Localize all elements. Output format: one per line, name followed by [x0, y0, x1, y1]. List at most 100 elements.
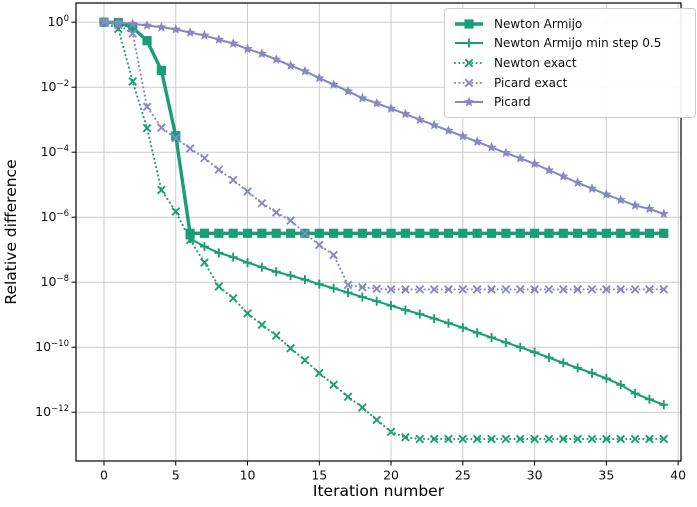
- marker-square: [372, 228, 382, 238]
- marker-x: [544, 434, 554, 444]
- marker-x: [372, 415, 382, 425]
- marker-plus: [616, 380, 626, 390]
- marker-x: [214, 282, 224, 291]
- marker-x: [171, 133, 181, 143]
- marker-x: [200, 258, 209, 268]
- marker-x: [386, 285, 396, 294]
- marker-x: [343, 392, 353, 402]
- marker-star: [472, 136, 483, 147]
- marker-plus: [199, 242, 209, 252]
- marker-square: [329, 228, 339, 238]
- marker-plus: [558, 358, 568, 368]
- marker-square: [343, 228, 353, 238]
- marker-square: [472, 228, 482, 238]
- x-axis-label: Iteration number: [312, 482, 445, 500]
- legend-key-newton-exact: [453, 58, 485, 68]
- marker-star: [463, 96, 475, 107]
- marker-square: [271, 228, 281, 238]
- marker-plus: [487, 332, 497, 342]
- marker-star: [328, 79, 339, 89]
- marker-x: [601, 285, 611, 294]
- marker-square: [630, 228, 640, 238]
- legend-item-picard: Picard: [453, 95, 687, 109]
- y-tick-label: 10−8: [41, 274, 69, 289]
- marker-star: [558, 171, 569, 181]
- marker-square: [587, 228, 597, 238]
- x-tick-label: 10: [240, 468, 256, 483]
- marker-x: [659, 434, 669, 444]
- marker-x: [243, 309, 252, 318]
- marker-plus: [587, 368, 597, 378]
- marker-star: [242, 43, 253, 54]
- marker-square: [558, 228, 568, 238]
- marker-x: [501, 434, 511, 444]
- marker-square: [415, 228, 425, 238]
- legend-label: Newton Armijo min step 0.5: [494, 36, 662, 51]
- marker-x: [228, 175, 238, 185]
- marker-x: [659, 285, 669, 294]
- marker-x: [645, 434, 654, 444]
- series-line: [103, 21, 665, 406]
- legend-label: Newton exact: [494, 55, 577, 70]
- marker-x: [257, 198, 267, 208]
- marker-square: [458, 228, 468, 238]
- marker-square: [228, 228, 238, 238]
- marker-square: [257, 228, 267, 238]
- legend-key-newton-armijo-min-step-0-5: [455, 38, 483, 48]
- marker-plus: [228, 252, 238, 262]
- marker-star: [543, 164, 555, 175]
- marker-square: [659, 228, 669, 238]
- marker-plus: [400, 305, 410, 315]
- marker-square: [529, 228, 540, 238]
- y-axis: 100 10−2 10−4 10−6 10−8 10−10 10−12: [35, 14, 76, 419]
- y-axis-label: Relative difference: [2, 159, 20, 305]
- marker-x: [142, 123, 152, 133]
- series-line: [102, 21, 665, 291]
- marker-x: [171, 207, 181, 216]
- marker-x: [185, 235, 195, 245]
- legend-key-newton-armijo: [455, 19, 483, 29]
- marker-star: [500, 147, 512, 158]
- marker-x: [472, 285, 482, 294]
- marker-square: [199, 228, 210, 238]
- marker-star: [371, 97, 382, 108]
- marker-x: [372, 284, 382, 294]
- marker-star: [601, 189, 612, 199]
- x-tick-label: 35: [598, 468, 614, 483]
- marker-x: [444, 434, 453, 444]
- marker-star: [572, 177, 583, 188]
- marker-x: [616, 285, 626, 294]
- marker-plus: [659, 400, 669, 410]
- marker-square: [544, 228, 554, 238]
- marker-square: [357, 228, 367, 238]
- marker-star: [170, 23, 181, 34]
- marker-star: [156, 21, 167, 32]
- marker-star: [228, 38, 239, 48]
- marker-plus: [573, 363, 583, 373]
- marker-star: [184, 27, 196, 37]
- marker-plus: [429, 314, 439, 324]
- marker-square: [314, 228, 324, 238]
- marker-star: [443, 125, 454, 136]
- marker-square: [486, 228, 497, 238]
- marker-star: [342, 85, 354, 96]
- marker-plus: [644, 394, 654, 404]
- marker-x: [128, 77, 138, 86]
- marker-x: [200, 153, 209, 163]
- series-line: [103, 20, 664, 235]
- marker-square: [573, 228, 583, 238]
- marker-x: [228, 293, 238, 303]
- marker-plus: [601, 373, 611, 383]
- marker-x: [415, 285, 425, 294]
- marker-plus: [343, 288, 353, 298]
- marker-plus: [286, 271, 296, 281]
- marker-x: [185, 144, 195, 153]
- marker-x: [429, 434, 439, 444]
- marker-x: [616, 434, 626, 444]
- legend-item-newton-armijo: Newton Armijo: [453, 17, 687, 31]
- marker-x: [401, 285, 410, 294]
- marker-star: [357, 92, 368, 103]
- x-tick-label: 0: [100, 468, 108, 483]
- series-newton-armijo-min-step-0-5: [99, 17, 669, 410]
- marker-x: [458, 285, 468, 294]
